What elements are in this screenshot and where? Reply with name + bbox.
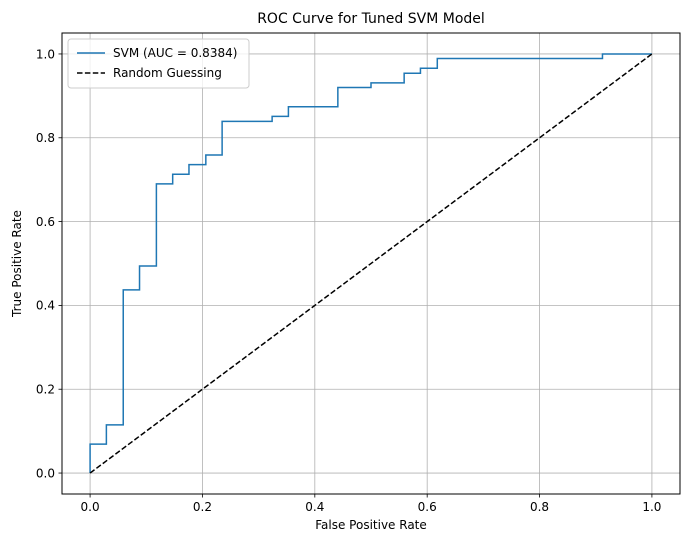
chart-title: ROC Curve for Tuned SVM Model: [257, 11, 485, 27]
y-tick-label: 0.6: [36, 215, 55, 229]
y-tick-label: 0.0: [36, 466, 55, 480]
y-axis-label: True Positive Rate: [10, 210, 24, 318]
y-tick-label: 1.0: [36, 47, 55, 61]
x-tick-label: 0.0: [81, 500, 100, 514]
x-axis-label: False Positive Rate: [315, 518, 427, 532]
legend-box: [67, 38, 250, 89]
x-tick-label: 1.0: [642, 500, 661, 514]
svm-roc-line: [89, 53, 652, 474]
x-tick-label: 0.8: [530, 500, 549, 514]
legend: SVM (AUC = 0.8384) Random Guessing: [67, 38, 250, 89]
x-axis-ticks: 0.0 0.2 0.4 0.6 0.8 1.0: [81, 494, 661, 514]
random-guessing-line: [89, 53, 653, 474]
x-tick-label: 0.6: [418, 500, 437, 514]
legend-label-random: Random Guessing: [113, 66, 222, 80]
y-tick-label: 0.8: [36, 131, 55, 145]
y-tick-label: 0.2: [36, 383, 55, 397]
plot-series: [89, 53, 653, 474]
x-tick-label: 0.2: [193, 500, 212, 514]
y-tick-label: 0.4: [36, 299, 55, 313]
x-tick-label: 0.4: [305, 500, 324, 514]
legend-label-svm: SVM (AUC = 0.8384): [113, 46, 237, 60]
y-axis-ticks: 0.0 0.2 0.4 0.6 0.8 1.0: [36, 47, 62, 480]
plot-frame: [61, 32, 681, 495]
